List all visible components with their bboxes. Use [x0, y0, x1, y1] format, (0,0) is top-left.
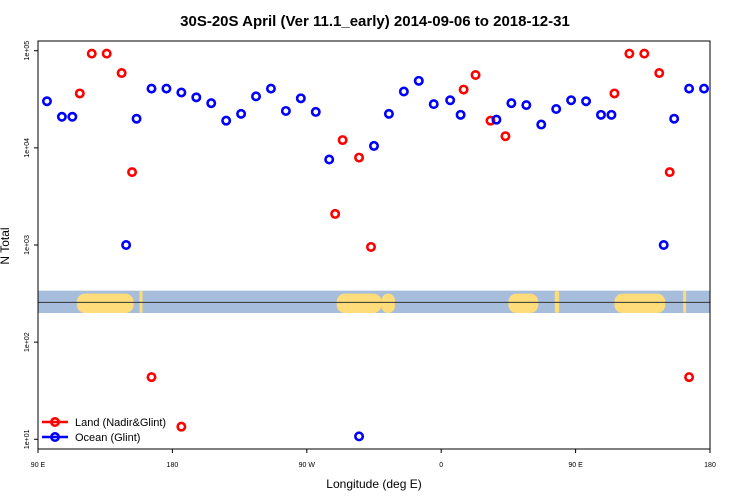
x-tick-label: 0	[439, 462, 443, 469]
legend: Land (Nadir&Glint) Ocean (Glint)	[42, 416, 166, 444]
ocean-point	[146, 83, 157, 94]
ocean-point	[310, 106, 321, 117]
plot-frame	[37, 40, 711, 450]
land-point	[330, 208, 341, 219]
land-point	[74, 88, 85, 99]
land-point	[664, 167, 675, 178]
ocean-point	[191, 92, 202, 103]
y-tick-label: 1e+02	[24, 332, 31, 352]
ocean-point	[280, 105, 291, 116]
ocean-point	[56, 111, 67, 122]
x-tick-label: 180	[704, 462, 716, 469]
ocean-point	[176, 87, 187, 98]
ocean-point	[324, 154, 335, 165]
data-points	[41, 48, 710, 442]
land-point	[366, 241, 377, 252]
ocean-point	[506, 98, 517, 109]
ocean-point	[491, 114, 502, 125]
y-axis-label: N Total	[0, 227, 12, 264]
legend-ocean-marker	[49, 431, 60, 442]
map-land-segment	[336, 293, 382, 313]
ocean-point	[413, 75, 424, 86]
ocean-point	[398, 86, 409, 97]
land-point	[639, 48, 650, 59]
land-point	[101, 48, 112, 59]
map-band	[38, 290, 710, 313]
legend-land-label: Land (Nadir&Glint)	[75, 417, 166, 429]
ocean-point	[368, 140, 379, 151]
ocean-point	[581, 96, 592, 107]
ocean-point	[41, 96, 52, 107]
x-axis-label: Longitude (deg E)	[326, 477, 421, 491]
ocean-point	[354, 431, 365, 442]
ocean-point	[669, 113, 680, 124]
map-land-segment	[76, 293, 134, 313]
x-tick-label: 180	[167, 462, 179, 469]
ocean-point	[295, 93, 306, 104]
land-point	[354, 152, 365, 163]
land-point	[654, 68, 665, 79]
legend-ocean-label: Ocean (Glint)	[75, 432, 140, 444]
ocean-point	[383, 108, 394, 119]
y-tick-label: 1e+04	[24, 138, 31, 158]
ocean-point	[221, 115, 232, 126]
ocean-point	[595, 109, 606, 120]
ocean-point	[251, 91, 262, 102]
map-land-segment	[508, 293, 539, 313]
y-tick-label: 1e+03	[24, 235, 31, 255]
axis-ticks: 90 E 180 90 W 0 90 E 180 1e+01 1e+02 1e+03 1e+04 1…	[24, 41, 716, 469]
x-tick-label: 90 W	[299, 462, 316, 469]
y-tick-label: 1e+05	[24, 41, 31, 61]
ocean-point	[606, 109, 617, 120]
ocean-point	[566, 95, 577, 106]
land-point	[116, 68, 127, 79]
land-point	[624, 48, 635, 59]
ocean-point	[445, 95, 456, 106]
land-point	[86, 48, 97, 59]
land-point	[127, 167, 138, 178]
land-point	[458, 84, 469, 95]
legend-land-marker	[49, 416, 60, 427]
ocean-point	[131, 113, 142, 124]
x-tick-label: 90 E	[31, 462, 46, 469]
land-point	[485, 115, 496, 126]
y-tick-label: 1e+01	[24, 429, 31, 449]
ocean-point	[699, 83, 710, 94]
ocean-point	[521, 100, 532, 111]
land-point	[500, 131, 511, 142]
x-tick-label: 90 E	[568, 462, 583, 469]
ocean-point	[428, 99, 439, 110]
ocean-point	[265, 83, 276, 94]
land-point	[684, 372, 695, 383]
ocean-point	[551, 104, 562, 115]
ocean-point	[236, 108, 247, 119]
land-point	[337, 135, 348, 146]
chart-title: 30S-20S April (Ver 11.1_early) 2014-09-0…	[180, 13, 570, 30]
land-point	[146, 372, 157, 383]
ocean-point	[455, 109, 466, 120]
map-land-segment	[614, 293, 666, 313]
ocean-point	[121, 240, 132, 251]
ocean-point	[161, 83, 172, 94]
ocean-point	[536, 119, 547, 130]
map-land-segment	[381, 293, 395, 313]
ocean-point	[67, 111, 78, 122]
ocean-point	[658, 240, 669, 251]
ocean-point	[684, 83, 695, 94]
land-point	[609, 88, 620, 99]
land-point	[176, 421, 187, 432]
land-point	[470, 70, 481, 81]
ocean-point	[206, 98, 217, 109]
